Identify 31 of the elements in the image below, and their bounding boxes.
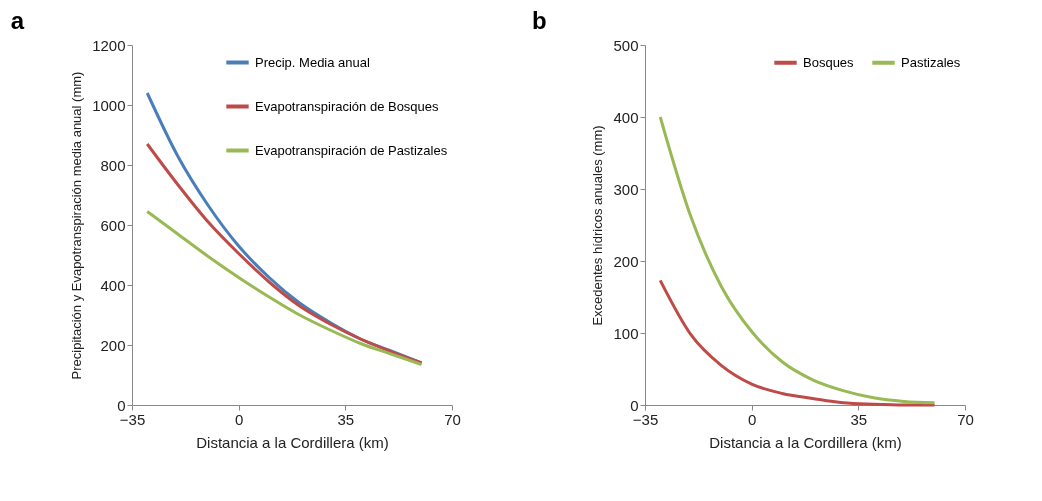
chart-title: a xyxy=(10,7,25,34)
y-tick-label: 1200 xyxy=(92,36,126,54)
x-axis-title: Distancia a la Cordillera (km) xyxy=(196,433,389,451)
y-tick-label: 800 xyxy=(100,156,126,174)
x-tick-label: 70 xyxy=(957,410,974,428)
y-tick-label: 100 xyxy=(613,324,639,342)
y-tick-label: 600 xyxy=(100,216,126,234)
y-tick-label: 400 xyxy=(613,108,639,126)
x-tick-label: 70 xyxy=(444,410,461,428)
legend-label: Precip. Media anual xyxy=(255,54,371,70)
y-tick-label: 200 xyxy=(613,252,639,270)
y-axis-title: Excedentes hídricos anuales (mm) xyxy=(590,125,606,326)
legend-label: Evapotranspiración de Bosques xyxy=(255,98,440,114)
y-tick-label: 200 xyxy=(100,336,126,354)
x-axis-title: Distancia a la Cordillera (km) xyxy=(709,433,902,451)
chart-title: b xyxy=(531,7,547,34)
y-tick-label: 300 xyxy=(613,180,639,198)
x-tick-label: 35 xyxy=(337,410,355,428)
legend-label: Pastizales xyxy=(901,54,961,70)
legend-label: Evapotranspiración de Pastizales xyxy=(255,142,448,158)
line-series xyxy=(658,115,937,405)
y-axis-title: Precipitación y Evapotranspiración media anual (mm) xyxy=(69,71,85,380)
y-tick-label: 1000 xyxy=(92,96,126,114)
x-tick-label: 35 xyxy=(850,410,868,428)
legend-label: Bosques xyxy=(803,54,855,70)
y-tick-label: 500 xyxy=(613,36,639,54)
line-series xyxy=(658,278,937,407)
x-tick-label: 0 xyxy=(747,410,757,428)
y-tick-label: 400 xyxy=(100,276,126,294)
x-tick-label: 0 xyxy=(234,410,244,428)
line-series xyxy=(145,210,424,366)
